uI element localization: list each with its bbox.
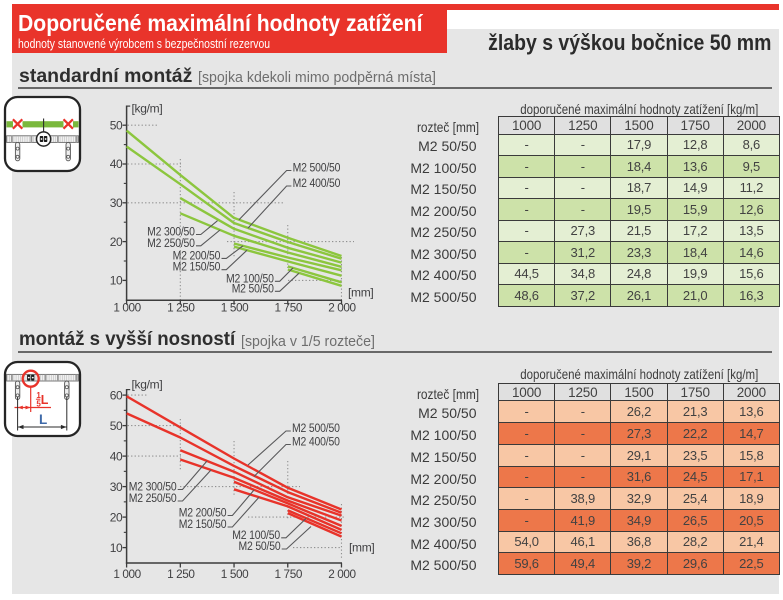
svg-text:40: 40 <box>110 449 123 463</box>
svg-text:M2 400/50: M2 400/50 <box>292 437 340 449</box>
svg-text:30: 30 <box>110 480 123 494</box>
svg-text:L: L <box>39 412 47 427</box>
svg-text:10: 10 <box>110 541 123 555</box>
svg-text:M2 150/50: M2 150/50 <box>173 262 221 274</box>
svg-text:[mm]: [mm] <box>348 286 373 300</box>
svg-text:1 250: 1 250 <box>167 567 195 581</box>
svg-text:M2 250/50: M2 250/50 <box>129 493 177 505</box>
svg-text:30: 30 <box>110 196 123 210</box>
svg-text:50: 50 <box>110 419 123 433</box>
svg-text:M2 300/50: M2 300/50 <box>129 482 177 494</box>
svg-text:10: 10 <box>110 274 123 288</box>
svg-text:1 500: 1 500 <box>221 301 249 315</box>
svg-text:[mm]: [mm] <box>349 541 374 555</box>
svg-text:M2 150/50: M2 150/50 <box>179 519 227 531</box>
svg-text:1 000: 1 000 <box>113 301 141 315</box>
svg-text:20: 20 <box>110 235 123 249</box>
svg-text:M2 300/50: M2 300/50 <box>147 227 195 239</box>
svg-text:M2 500/50: M2 500/50 <box>292 423 340 435</box>
svg-text:M2 200/50: M2 200/50 <box>179 508 227 520</box>
svg-text:M2 500/50: M2 500/50 <box>293 163 341 175</box>
svg-text:5: 5 <box>36 400 41 409</box>
svg-text:M2 50/50: M2 50/50 <box>232 283 274 295</box>
svg-text:50: 50 <box>110 118 123 132</box>
svg-text:M2 200/50: M2 200/50 <box>173 250 221 262</box>
svg-text:M2 250/50: M2 250/50 <box>147 238 195 250</box>
svg-text:M2 400/50: M2 400/50 <box>293 178 341 190</box>
svg-text:20: 20 <box>110 510 123 524</box>
svg-text:1 750: 1 750 <box>275 301 303 315</box>
svg-text:60: 60 <box>110 388 123 402</box>
svg-text:M2 50/50: M2 50/50 <box>239 541 281 553</box>
svg-text:2 000: 2 000 <box>328 301 356 315</box>
svg-text:1 000: 1 000 <box>113 567 141 581</box>
svg-text:1 250: 1 250 <box>167 301 195 315</box>
svg-text:[kg/m]: [kg/m] <box>132 378 163 392</box>
svg-text:M2 100/50: M2 100/50 <box>226 273 274 285</box>
svg-text:40: 40 <box>110 157 123 171</box>
svg-text:1: 1 <box>36 391 41 400</box>
svg-text:[kg/m]: [kg/m] <box>132 102 163 116</box>
svg-text:M2 100/50: M2 100/50 <box>232 530 280 542</box>
svg-text:1 500: 1 500 <box>221 567 249 581</box>
svg-text:2 000: 2 000 <box>328 567 356 581</box>
svg-text:1 750: 1 750 <box>275 567 303 581</box>
svg-text:L: L <box>41 393 49 407</box>
